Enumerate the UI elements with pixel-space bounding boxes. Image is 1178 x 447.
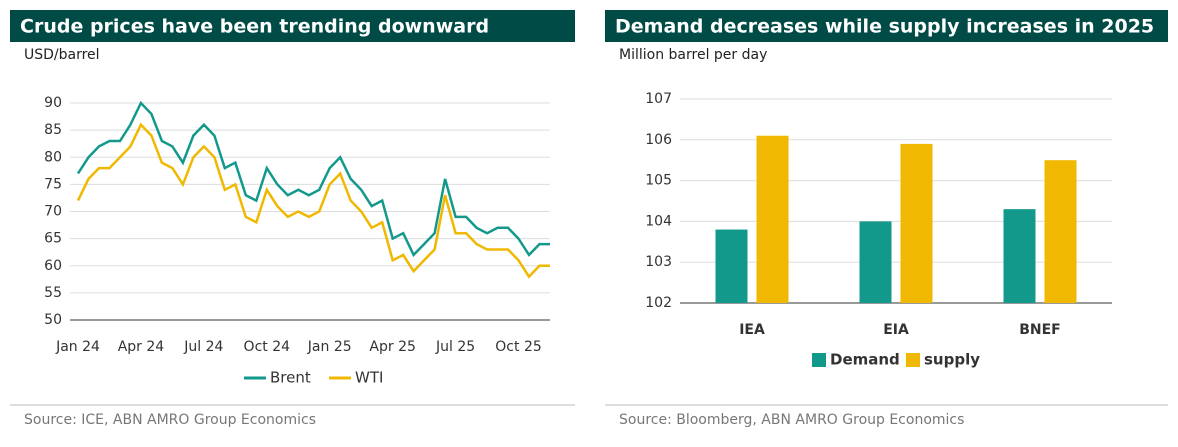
- legend-swatch: [906, 353, 920, 367]
- line: [76, 100, 550, 258]
- y-tick-label: 75: [44, 176, 62, 192]
- bar: [859, 221, 892, 303]
- y-tick-label: 85: [44, 122, 62, 138]
- y-tick-label: 50: [44, 312, 62, 328]
- title-bar: [605, 10, 1168, 42]
- y-tick-label: 102: [645, 295, 672, 311]
- legend-label: Demand: [830, 351, 900, 369]
- y-tick-label: 60: [44, 258, 62, 274]
- y-tick-label: 104: [645, 213, 672, 229]
- x-tick-label: Jul 24: [183, 339, 223, 355]
- title-bar: [10, 10, 575, 42]
- y-tick-label: 107: [645, 91, 672, 107]
- legend-swatch: [812, 353, 826, 367]
- y-tick-label: 90: [44, 95, 62, 111]
- x-tick-label: Jan 24: [55, 339, 100, 355]
- y-tick-label: 70: [44, 204, 62, 220]
- y-axis-label: USD/barrel: [24, 47, 100, 63]
- y-tick-label: 105: [645, 173, 672, 189]
- bar: [756, 135, 789, 303]
- y-tick-label: 55: [44, 285, 62, 301]
- y-tick-label: 80: [44, 149, 62, 165]
- y-tick-label: 103: [645, 254, 672, 270]
- chart-title: Crude prices have been trending downward: [20, 16, 489, 38]
- line: [76, 122, 550, 279]
- y-tick-label: 65: [44, 231, 62, 247]
- bar: [900, 143, 933, 303]
- bar: [1044, 160, 1077, 303]
- x-tick-label: Jul 25: [435, 339, 475, 355]
- x-tick-label: EIA: [883, 322, 909, 338]
- legend-label: Brent: [270, 369, 311, 387]
- chart-title: Demand decreases while supply increases …: [615, 16, 1154, 38]
- x-tick-label: IEA: [739, 322, 765, 338]
- source: Source: Bloomberg, ABN AMRO Group Econom…: [619, 412, 964, 428]
- x-tick-label: Apr 25: [369, 339, 415, 355]
- x-tick-label: Oct 25: [495, 339, 541, 355]
- y-axis-label: Million barrel per day: [619, 47, 767, 63]
- x-tick-label: BNEF: [1019, 322, 1061, 338]
- legend-label: WTI: [355, 369, 383, 387]
- legend-label: supply: [924, 351, 980, 369]
- x-tick-label: Oct 24: [244, 339, 291, 355]
- x-tick-label: Apr 24: [118, 339, 165, 355]
- y-tick-label: 106: [645, 132, 672, 148]
- source: Source: ICE, ABN AMRO Group Economics: [24, 412, 316, 428]
- bar: [1003, 209, 1036, 303]
- x-tick-label: Jan 25: [307, 339, 352, 355]
- bar: [715, 229, 748, 303]
